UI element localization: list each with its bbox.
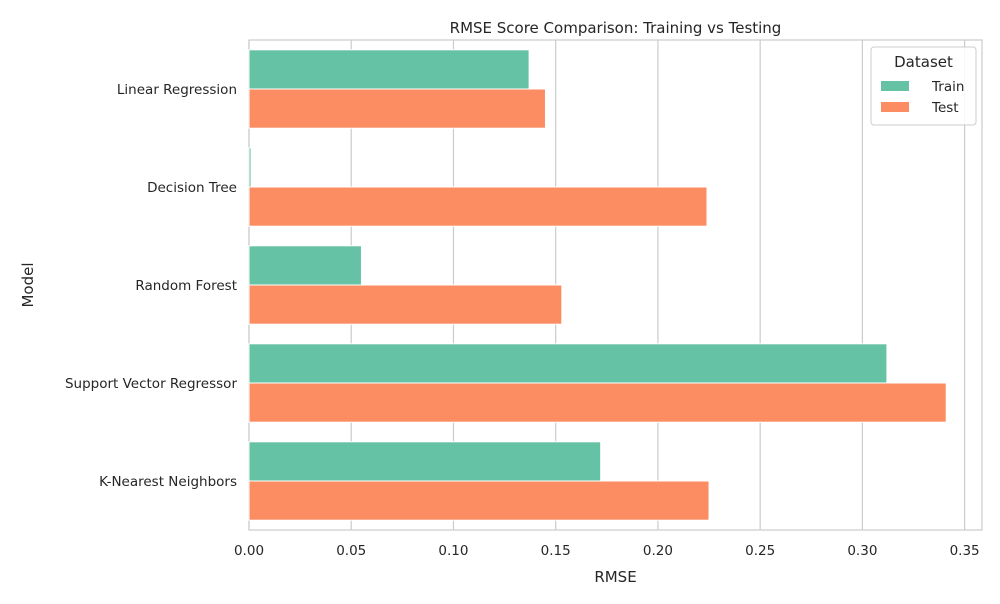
- legend-swatch-train: [881, 81, 909, 91]
- x-axis-ticks: 0.00 0.05 0.10 0.15 0.20 0.25 0.30 0.35: [234, 543, 980, 559]
- bar-train-random-forest: [248, 245, 362, 286]
- y-axis-ticks: Linear Regression Decision Tree Random For…: [65, 82, 238, 490]
- x-tick-label: 0.05: [336, 543, 366, 559]
- legend-label-train: Train: [931, 79, 964, 95]
- legend: Dataset Train Test: [870, 46, 977, 126]
- x-axis-label: RMSE: [594, 568, 636, 586]
- x-tick-label: 0.15: [541, 543, 571, 559]
- bar-train-support-vector-regressor: [248, 343, 888, 384]
- y-axis-label: Model: [19, 262, 37, 307]
- chart-title: RMSE Score Comparison: Training vs Testi…: [450, 19, 782, 37]
- bar-test-linear-regression: [248, 88, 546, 129]
- y-tick-label: Linear Regression: [117, 82, 237, 98]
- bar-test-support-vector-regressor: [248, 382, 947, 423]
- x-tick-label: 0.00: [234, 543, 264, 559]
- y-tick-label: Random Forest: [135, 278, 237, 294]
- bar-train-k-nearest-neighbors: [248, 441, 602, 482]
- x-tick-label: 0.30: [847, 543, 877, 559]
- y-tick-label: Decision Tree: [147, 180, 237, 196]
- y-tick-label: K-Nearest Neighbors: [99, 474, 237, 490]
- legend-title: Dataset: [894, 53, 953, 71]
- bar-train-linear-regression: [248, 49, 530, 90]
- y-tick-label: Support Vector Regressor: [65, 376, 238, 392]
- x-tick-label: 0.10: [438, 543, 468, 559]
- x-tick-label: 0.20: [643, 543, 673, 559]
- legend-swatch-test: [881, 102, 909, 112]
- bar-test-decision-tree: [248, 186, 708, 227]
- bar-test-k-nearest-neighbors: [248, 480, 710, 521]
- bars: [248, 49, 947, 521]
- x-tick-label: 0.25: [745, 543, 775, 559]
- bar-test-random-forest: [248, 284, 563, 325]
- x-tick-label: 0.35: [950, 543, 980, 559]
- bar-train-decision-tree: [248, 147, 252, 188]
- legend-label-test: Test: [931, 100, 959, 116]
